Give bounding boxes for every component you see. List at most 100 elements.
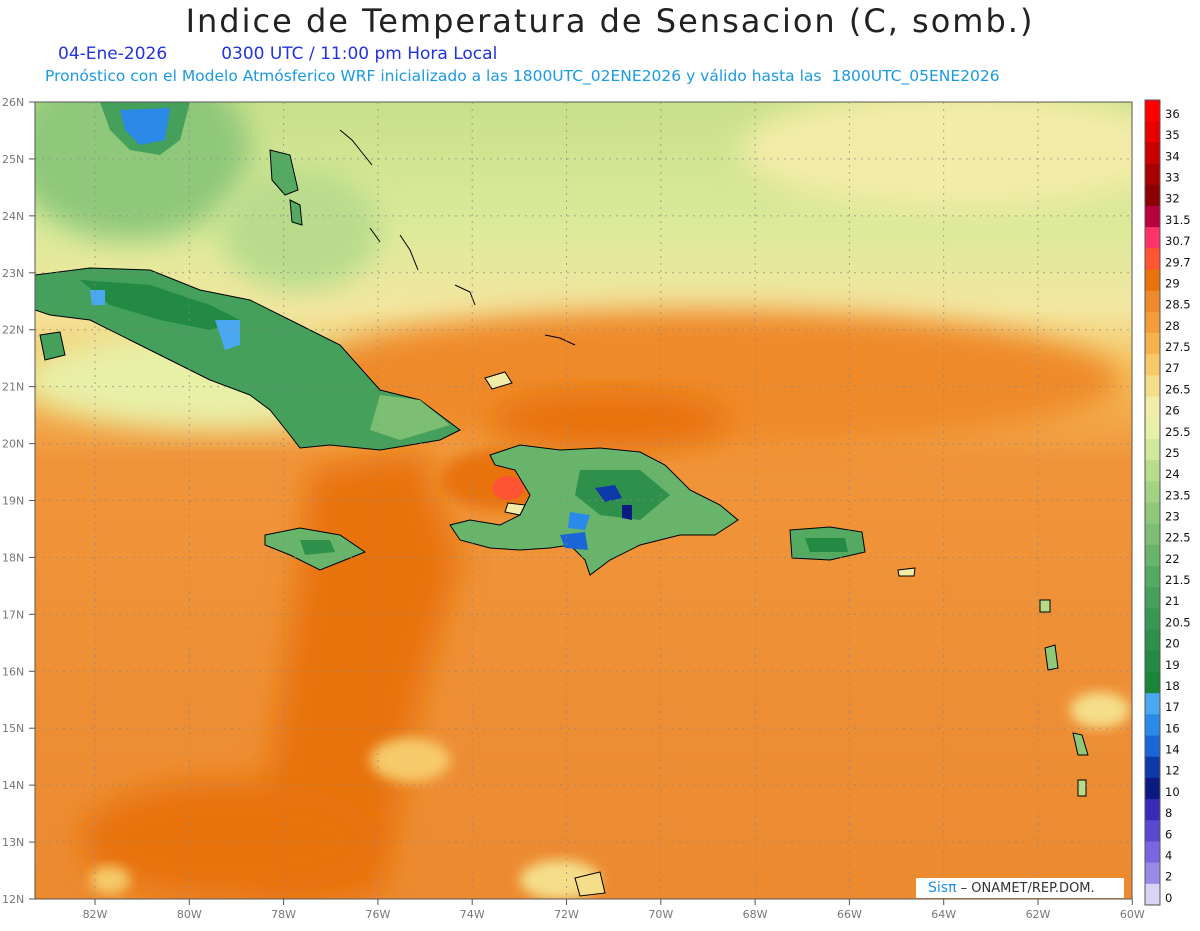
colorbar-label: 25 [1165,446,1180,460]
colorbar-label: 27 [1165,361,1180,375]
lon-label: 62W [1026,908,1051,921]
lat-label: 17N [2,608,24,621]
lat-label: 13N [2,836,24,849]
colorbar-label: 27.5 [1165,340,1191,354]
colorbar-swatch [1145,523,1160,546]
colorbar-swatch [1145,396,1160,419]
colorbar-label: 28 [1165,319,1180,333]
colorbar-label: 20.5 [1165,615,1191,629]
colorbar-swatch [1145,438,1160,461]
colorbar-swatch [1145,354,1160,376]
colorbar-label: 21 [1165,594,1180,608]
colorbar-swatch [1145,799,1160,821]
lon-label: 76W [365,908,390,921]
date-label: 04-Ene-2026 [58,44,168,64]
colorbar-label: 12 [1165,764,1180,778]
colorbar-label: 4 [1165,848,1172,862]
lat-label: 15N [2,722,24,735]
lat-label: 26N [2,96,24,109]
colorbar-label: 20 [1165,637,1180,651]
colorbar-swatch [1145,142,1160,165]
colorbar-swatch [1145,883,1160,906]
colorbar-swatch [1145,671,1160,694]
lon-label: 80W [177,908,202,921]
colorbar-swatch [1145,333,1160,355]
colorbar-swatch [1145,481,1160,503]
colorbar-label: 34 [1165,149,1180,163]
colorbar-swatch [1145,502,1160,525]
colorbar-label: 33 [1165,171,1180,185]
colorbar-label: 31.5 [1165,213,1191,227]
lon-label: 78W [271,908,296,921]
colorbar-label: 29.7 [1165,255,1191,269]
lon-label: 68W [743,908,768,921]
colorbar-swatch [1145,756,1160,779]
lon-label: 72W [554,908,579,921]
colorbar-label: 10 [1165,785,1180,799]
lat-label: 18N [2,551,24,564]
org-label: – ONAMET/REP.DOM. [956,881,1095,896]
colorbar-swatch [1145,417,1160,440]
colorbar-swatch [1145,460,1160,482]
lat-label: 22N [2,324,24,337]
colorbar-label: 0 [1165,891,1172,905]
colorbar-label: 26.5 [1165,382,1191,396]
colorbar-label: 24 [1165,467,1180,481]
colorbar-label: 23.5 [1165,488,1191,502]
forecast-info: Pronóstico con el Modelo Atmósferico WRF… [45,67,1000,85]
lat-label: 12N [2,893,24,906]
colorbar-swatch [1145,205,1160,228]
colorbar-swatch [1145,269,1160,292]
lat-label: 14N [2,779,24,792]
map-title: Indice de Temperatura de Sensacion (C, s… [185,2,1035,40]
colorbar-label: 22 [1165,552,1180,566]
lon-label: 70W [648,908,673,921]
colorbar-label: 29 [1165,276,1180,290]
longitude-labels: 82W 80W 78W 76W 74W 72W 70W 68W 66W 64W 62W 60W [83,899,1145,921]
lat-label: 16N [2,665,24,678]
colorbar-label: 14 [1165,743,1180,757]
colorbar-label: 21.5 [1165,573,1191,587]
colorbar-label: 18 [1165,679,1180,693]
colorbar-label: 23 [1165,510,1180,524]
colorbar-swatch [1145,714,1160,737]
colorbar-swatch [1145,777,1160,800]
brand-label: Sisπ [928,880,957,896]
colorbar-swatch [1145,311,1160,334]
colorbar-swatch [1145,650,1160,673]
colorbar-label: 26 [1165,404,1180,418]
colorbar-label: 2 [1165,870,1172,884]
valid-time: 04-Ene-2026 0300 UTC / 11:00 pm Hora Loc… [58,44,497,64]
colorbar-swatch [1145,163,1160,186]
colorbar-swatch [1145,184,1160,207]
colorbar-swatch [1145,544,1160,567]
colorbar-swatch [1145,735,1160,758]
colorbar-label: 30.7 [1165,234,1191,248]
colorbar-swatch [1145,841,1160,864]
lat-label: 20N [2,438,24,451]
colorbar-label: 6 [1165,827,1172,841]
colorbar-swatch [1145,566,1160,588]
latitude-labels: 26N 25N 24N 23N 22N 21N 20N 19N 18N 17N 16N 15N 14N 1… [2,96,35,906]
credit-box: Sisπ – ONAMET/REP.DOM. [916,878,1124,898]
colorbar-label: 32 [1165,192,1180,206]
colorbar-label: 28.5 [1165,298,1191,312]
colorbar-swatch [1145,629,1160,652]
lon-label: 66W [837,908,862,921]
colorbar-swatch [1145,587,1160,609]
lat-label: 24N [2,210,24,223]
colorbar-swatch [1145,290,1160,313]
lon-label: 64W [931,908,956,921]
time-label: 0300 UTC / 11:00 pm Hora Local [221,44,498,64]
colorbar-swatch [1145,100,1160,122]
colorbar-swatch [1145,248,1160,270]
lon-label: 60W [1120,908,1145,921]
graticule [35,102,1133,899]
colorbar-swatch [1145,693,1160,715]
lon-label: 74W [460,908,485,921]
colorbar-label: 16 [1165,721,1180,735]
colorbar-swatch [1145,375,1160,398]
colorbar-label: 17 [1165,700,1180,714]
lon-label: 82W [83,908,108,921]
lat-label: 23N [2,267,24,280]
